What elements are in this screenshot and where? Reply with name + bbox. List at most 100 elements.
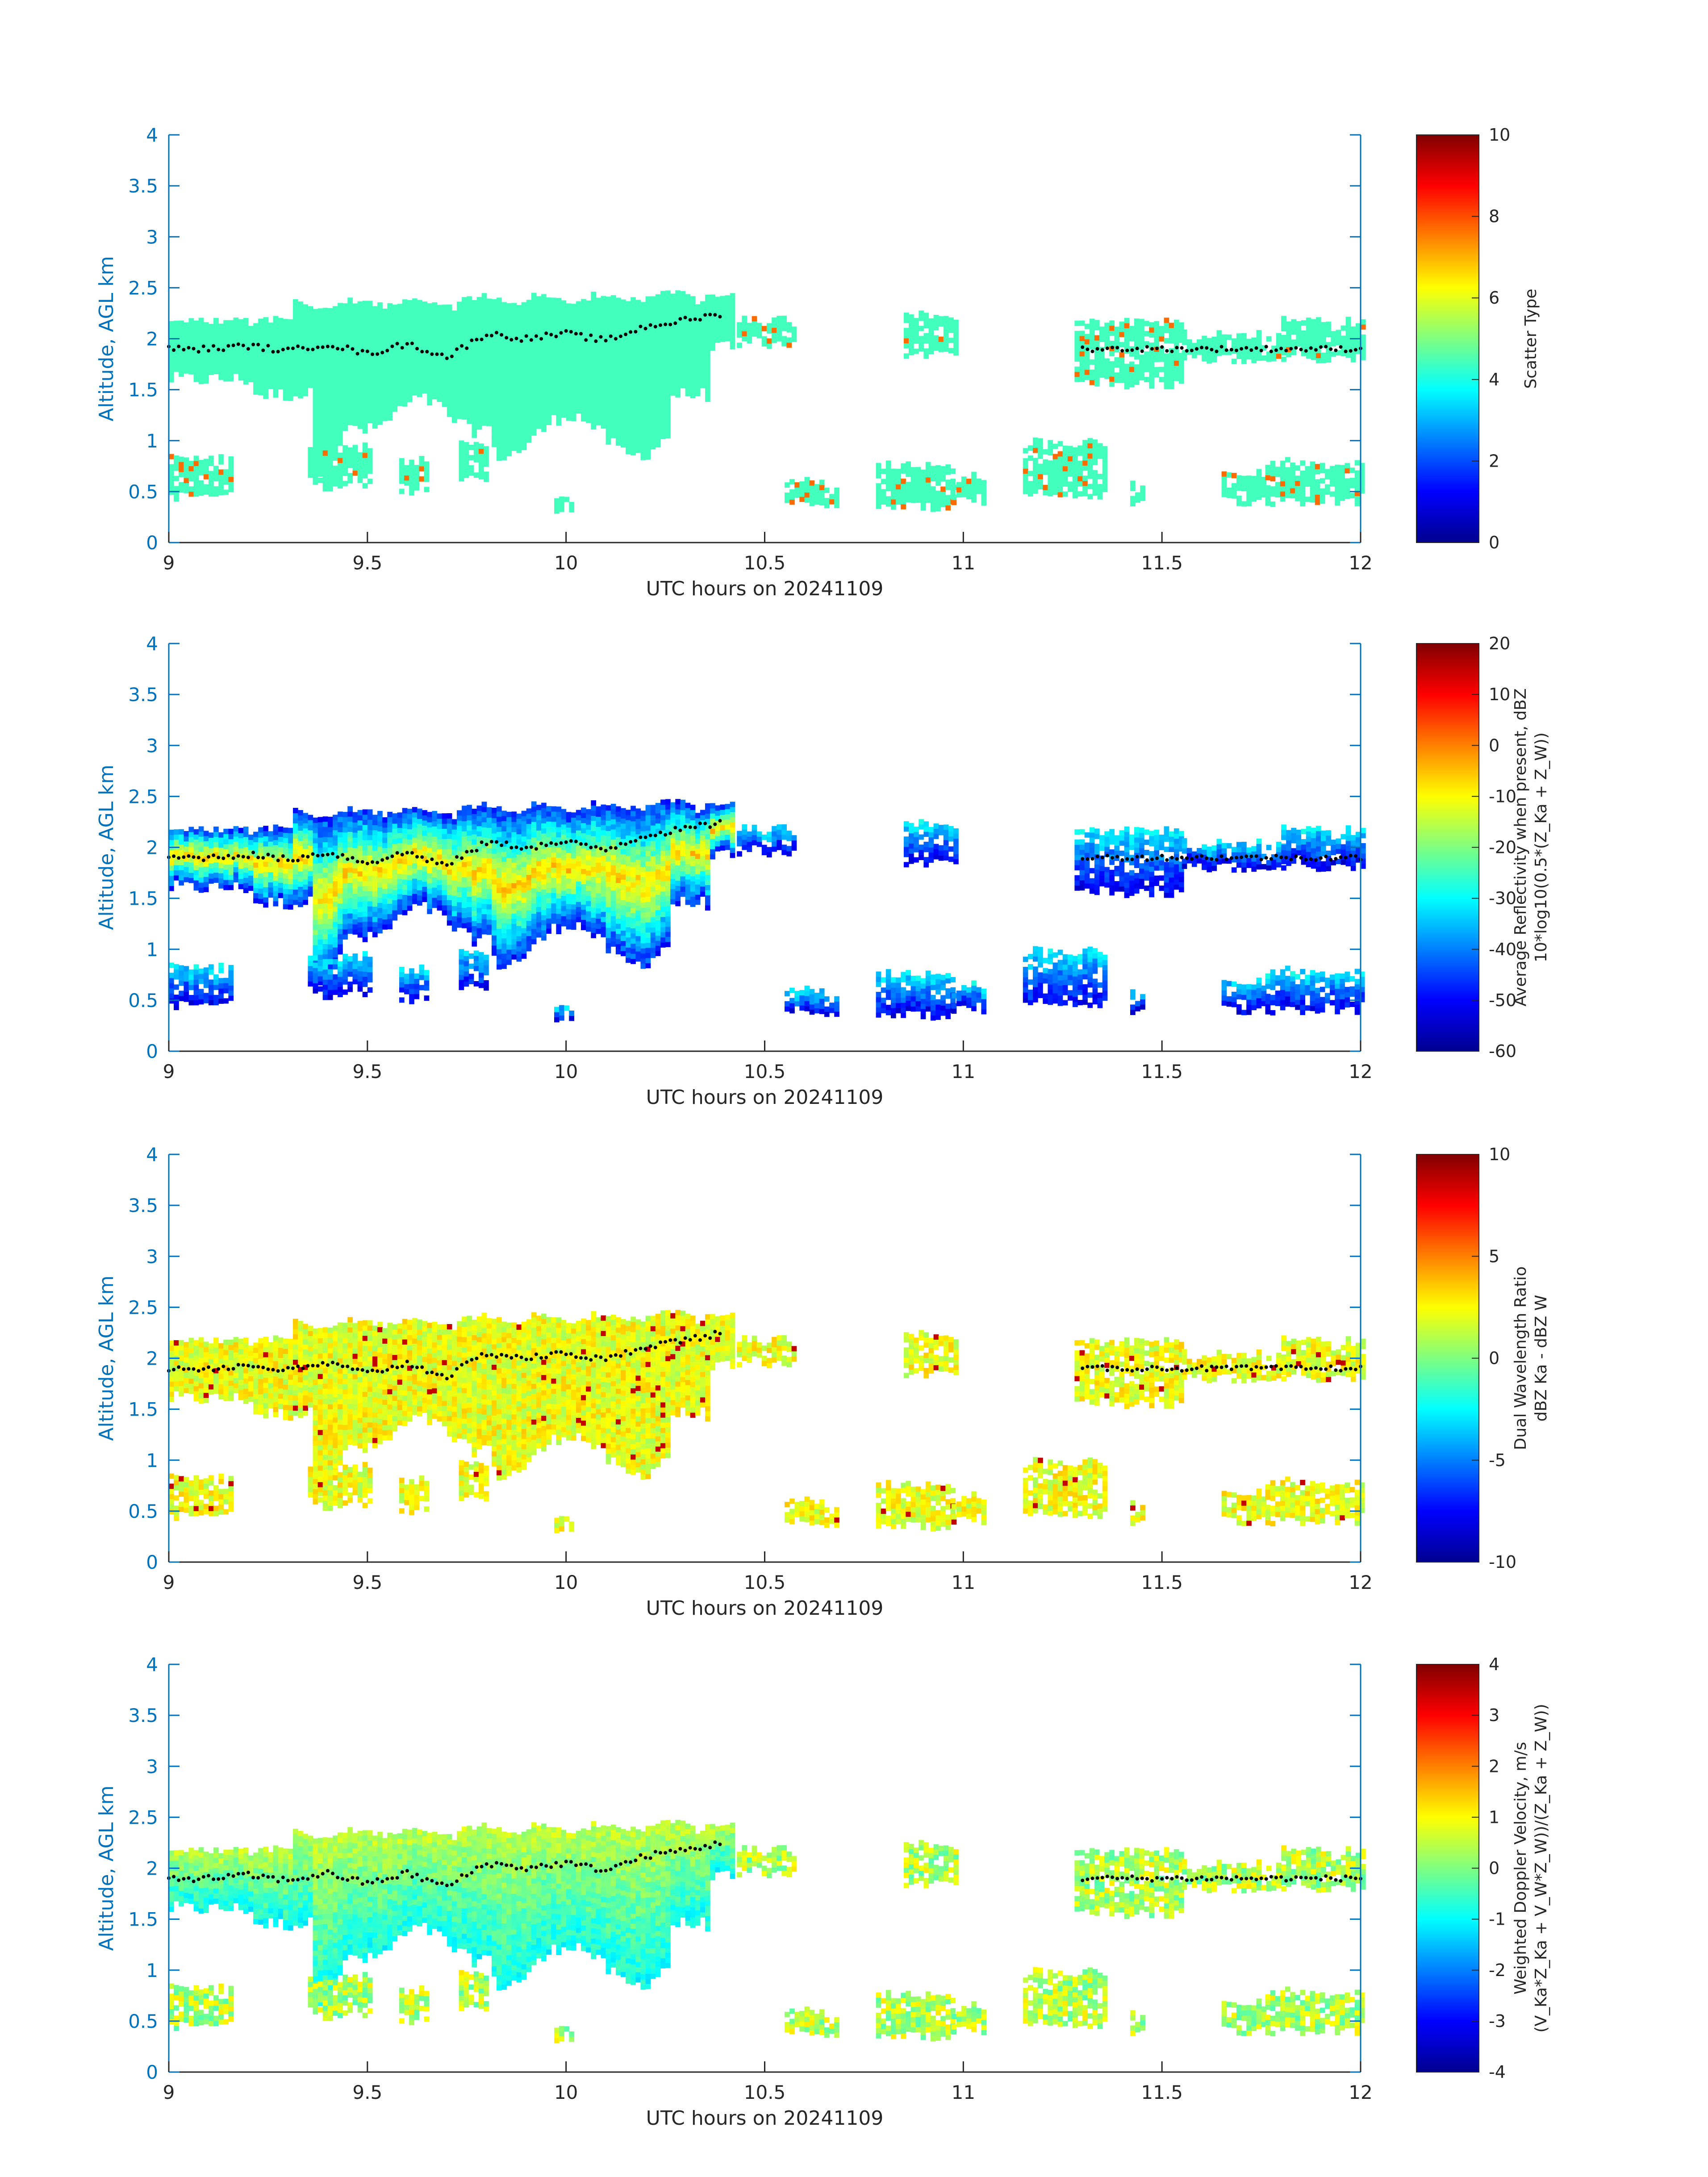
heatmap-cell — [432, 358, 438, 364]
heatmap-cell — [581, 304, 586, 309]
heatmap-cell — [940, 466, 946, 472]
heatmap-cell — [188, 873, 194, 878]
heatmap-cell — [347, 447, 353, 453]
heatmap-cell — [486, 349, 492, 355]
heatmap-cell — [655, 442, 661, 447]
heatmap-cell — [248, 331, 254, 337]
heatmap-cell — [357, 907, 363, 912]
heatmap-cell — [377, 343, 383, 349]
heatmap-cell — [690, 388, 696, 393]
heatmap-cell — [501, 353, 507, 359]
heatmap-cell — [422, 876, 427, 882]
heatmap-cell — [650, 332, 656, 338]
heatmap-cell — [631, 327, 636, 333]
heatmap-cell — [203, 363, 209, 368]
heatmap-cell — [352, 863, 358, 869]
heatmap-cell — [909, 350, 914, 355]
heatmap-cell — [881, 468, 886, 474]
colorbar-tick-label: 6 — [1489, 288, 1499, 308]
heatmap-cell — [437, 854, 443, 860]
cloud-base-dot — [624, 332, 628, 336]
heatmap-cell — [1281, 350, 1286, 356]
heatmap-cell — [407, 854, 413, 860]
heatmap-cell — [357, 922, 363, 928]
heatmap-cell — [536, 311, 542, 317]
heatmap-cell — [327, 400, 333, 405]
heatmap-cell — [1099, 337, 1105, 342]
heatmap-cell — [665, 321, 671, 326]
heatmap-cell — [427, 888, 432, 894]
heatmap-cell — [193, 491, 199, 497]
heatmap-cell — [700, 322, 706, 327]
heatmap-cell — [387, 827, 393, 833]
heatmap-cell — [442, 330, 447, 336]
heatmap-cell — [367, 336, 373, 342]
heatmap-cell — [333, 876, 338, 882]
heatmap-cell — [1092, 444, 1098, 450]
heatmap-cell — [1202, 356, 1207, 362]
heatmap-cell — [781, 321, 787, 326]
heatmap-cell — [1102, 471, 1108, 477]
heatmap-cell — [484, 476, 489, 482]
heatmap-cell — [1052, 474, 1058, 480]
heatmap-cell — [179, 371, 184, 377]
heatmap-cell — [1124, 343, 1130, 349]
heatmap-cell — [342, 934, 348, 940]
heatmap-cell — [209, 354, 214, 360]
heatmap-cell — [1275, 482, 1281, 488]
heatmap-cell — [179, 366, 184, 372]
heatmap-cell — [382, 318, 388, 324]
heatmap-cell — [333, 927, 338, 932]
heatmap-cell — [293, 386, 298, 392]
heatmap-cell — [586, 377, 591, 383]
heatmap-cell — [526, 330, 532, 336]
heatmap-cell — [943, 341, 949, 347]
heatmap-cell — [1266, 351, 1272, 357]
heatmap-cell — [412, 339, 418, 345]
heatmap-cell — [909, 324, 914, 330]
heatmap-cell — [695, 345, 701, 351]
heatmap-cell — [243, 847, 249, 852]
heatmap-cell — [541, 376, 547, 381]
heatmap-cell — [317, 929, 323, 935]
heatmap-cell — [730, 329, 735, 334]
heatmap-cell — [293, 823, 298, 829]
heatmap-cell — [442, 345, 447, 351]
heatmap-cell — [288, 863, 293, 869]
heatmap-cell — [357, 368, 363, 373]
heatmap-cell — [357, 891, 363, 897]
heatmap-cell — [382, 822, 388, 828]
heatmap-cell — [591, 327, 596, 333]
heatmap-cell — [1290, 477, 1295, 483]
heatmap-cell — [655, 355, 661, 361]
heatmap-cell — [581, 390, 586, 396]
heatmap-cell — [945, 495, 951, 501]
heatmap-cell — [1179, 353, 1184, 359]
heatmap-cell — [1097, 448, 1103, 454]
heatmap-cell — [327, 964, 333, 970]
heatmap-cell — [1082, 460, 1088, 466]
heatmap-cell — [1246, 349, 1252, 355]
heatmap-cell — [432, 872, 438, 877]
heatmap-cell — [786, 327, 792, 333]
heatmap-cell — [352, 334, 358, 339]
heatmap-cell — [467, 418, 472, 424]
heatmap-cell — [1079, 376, 1085, 382]
heatmap-cell — [457, 301, 462, 307]
heatmap-cell — [824, 503, 830, 509]
heatmap-cell — [298, 378, 303, 384]
heatmap-cell — [910, 497, 916, 503]
heatmap-cell — [685, 330, 691, 335]
heatmap-cell — [338, 873, 343, 878]
heatmap-cell — [930, 466, 936, 472]
heatmap-cell — [253, 384, 259, 390]
heatmap-cell — [372, 423, 378, 429]
heatmap-cell — [402, 874, 408, 880]
heatmap-cell — [347, 452, 353, 458]
heatmap-cell — [387, 344, 393, 350]
heatmap-cell — [238, 365, 244, 371]
heatmap-cell — [1129, 361, 1135, 367]
heatmap-cell — [397, 909, 403, 915]
heatmap-cell — [392, 345, 398, 351]
heatmap-cell — [322, 877, 328, 883]
